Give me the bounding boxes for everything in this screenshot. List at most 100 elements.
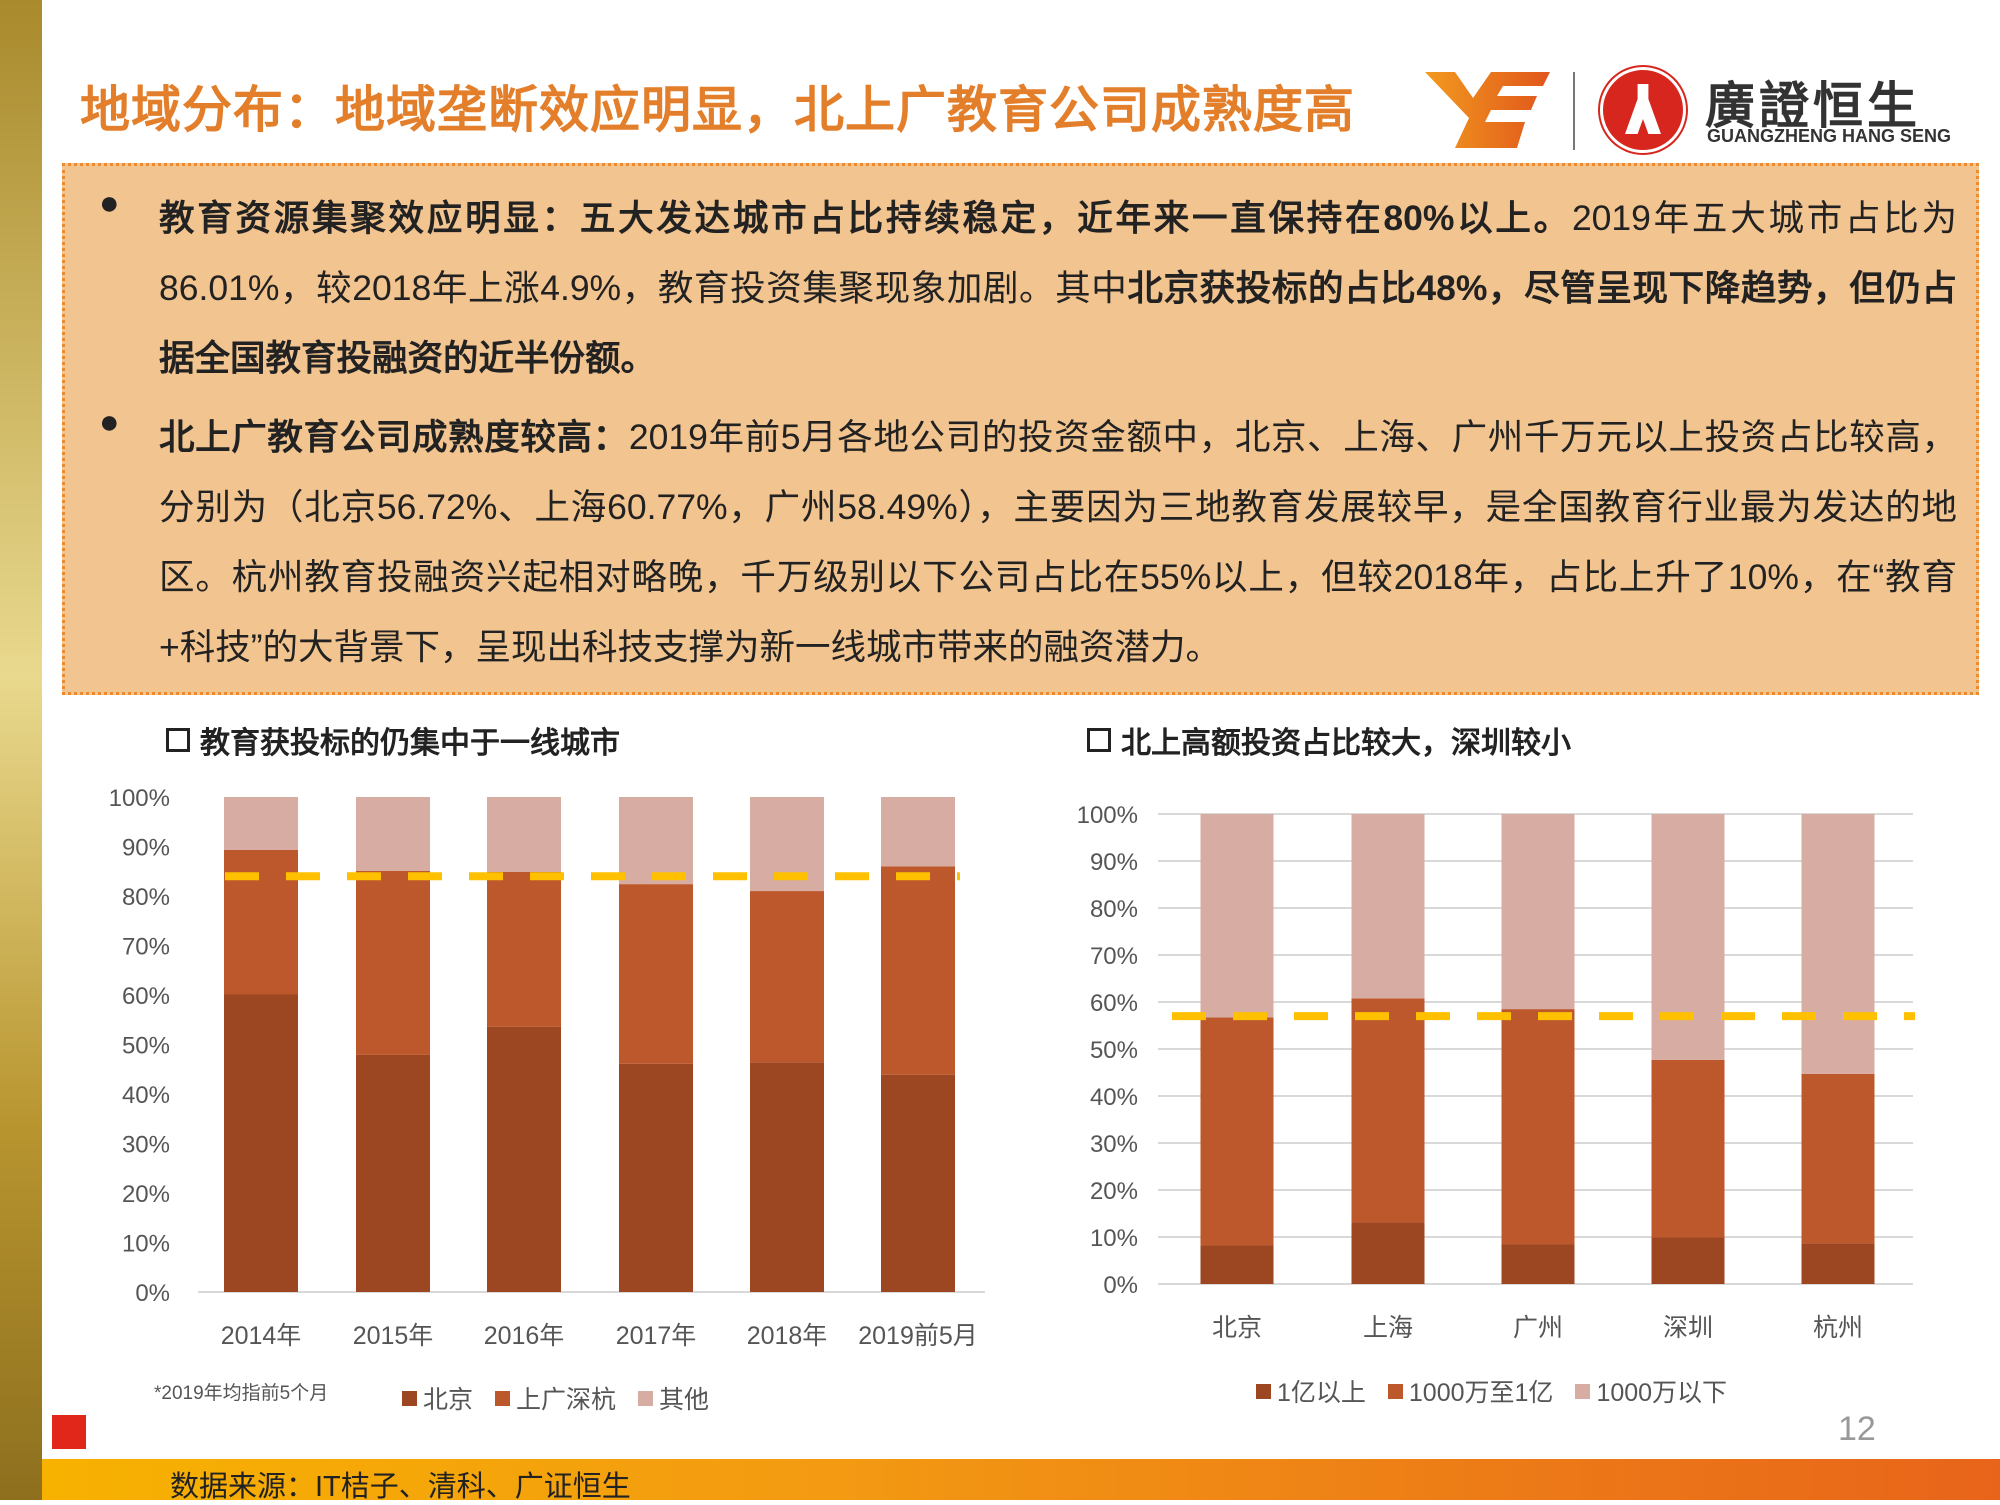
legend-swatch <box>638 1390 654 1406</box>
square-bullet-icon <box>166 728 190 752</box>
legend-item: 北京 <box>402 1380 473 1416</box>
x-tick-label: 上海 <box>1363 1314 1413 1342</box>
bar-segment-1亿以上 <box>1501 1244 1575 1284</box>
right-chart-title: 北上高额投资占比较大，深圳较小 <box>1087 718 1571 762</box>
bar-segment-1000万以下 <box>1801 814 1875 1074</box>
bar-segment-上广深杭 <box>356 870 430 1055</box>
bar-segment-1000万至1亿 <box>1501 1009 1575 1245</box>
bar-segment-1000万以下 <box>1651 814 1725 1060</box>
legend-item: 上广深杭 <box>495 1380 616 1416</box>
right-chart-title-text: 北上高额投资占比较大，深圳较小 <box>1121 727 1571 760</box>
legend-swatch <box>1256 1383 1271 1399</box>
legend-label: 1000万至1亿 <box>1408 1379 1554 1407</box>
bar-segment-1000万至1亿 <box>1801 1073 1875 1244</box>
bar-segment-北京 <box>619 1063 693 1292</box>
y-tick-label: 90% <box>122 835 170 862</box>
footer-bar <box>42 1459 2000 1500</box>
bar-segment-上广深杭 <box>750 891 824 1063</box>
y-tick-label: 30% <box>1090 1131 1138 1158</box>
y-tick-label: 40% <box>1090 1084 1138 1111</box>
y-tick-label: 100% <box>109 785 170 812</box>
brand-name-en: GUANGZHENG HANG SENG <box>1707 126 1952 146</box>
x-tick-label: 2016年 <box>484 1322 565 1350</box>
body-text: 2019年五大城市占比为86.01%，较2018年上涨4.9%，教育投资集聚现象… <box>159 198 1957 308</box>
bullet-icon: ● <box>99 184 120 222</box>
legend-item: 其他 <box>638 1380 709 1416</box>
summary-paragraph-1: 教育资源集聚效应明显：五大发达城市占比持续稳定，近年来一直保持在80%以上。20… <box>159 183 1957 393</box>
sidebar-decoration <box>0 0 42 1500</box>
bar-segment-1000万至1亿 <box>1200 1017 1274 1246</box>
y-tick-label: 0% <box>135 1280 170 1307</box>
legend-label: 1000万以下 <box>1596 1379 1728 1407</box>
y-tick-label: 40% <box>122 1082 170 1109</box>
ye-logo-icon <box>1425 72 1550 148</box>
bar-segment-上广深杭 <box>881 866 955 1075</box>
page-title: 地域分布：地域垄断效应明显，北上广教育公司成熟度高 <box>80 82 1355 138</box>
x-tick-label: 杭州 <box>1813 1314 1863 1342</box>
y-tick-label: 0% <box>1103 1272 1138 1299</box>
y-tick-label: 70% <box>1090 943 1138 970</box>
bar-segment-1亿以上 <box>1801 1243 1875 1284</box>
y-tick-label: 60% <box>1090 990 1138 1017</box>
legend-label: 1亿以上 <box>1277 1379 1366 1407</box>
y-tick-label: 100% <box>1077 802 1138 829</box>
x-tick-label: 广州 <box>1513 1314 1563 1342</box>
x-tick-label: 2015年 <box>353 1322 434 1350</box>
bar-segment-北京 <box>881 1074 955 1292</box>
y-tick-label: 50% <box>122 1033 170 1060</box>
y-tick-label: 80% <box>122 884 170 911</box>
y-tick-label: 90% <box>1090 849 1138 876</box>
y-tick-label: 10% <box>1090 1225 1138 1252</box>
y-tick-label: 20% <box>122 1181 170 1208</box>
bar-segment-1亿以上 <box>1651 1237 1725 1284</box>
legend-label: 其他 <box>659 1386 710 1414</box>
square-bullet-icon <box>1087 728 1111 752</box>
bar-segment-上广深杭 <box>487 871 561 1027</box>
body-text: 2019年前5月各地公司的投资金额中，北京、上海、广州千万元以上投资占比较高，分… <box>159 417 1957 667</box>
y-tick-label: 70% <box>122 934 170 961</box>
y-tick-label: 20% <box>1090 1178 1138 1205</box>
legend-item: 1亿以上 <box>1256 1373 1366 1409</box>
bar-segment-上广深杭 <box>619 884 693 1064</box>
bar-segment-1000万以下 <box>1200 814 1274 1018</box>
bar-segment-1亿以上 <box>1200 1245 1274 1284</box>
bar-segment-1亿以上 <box>1351 1222 1425 1284</box>
x-tick-label: 深圳 <box>1663 1314 1713 1342</box>
left-chart-legend: 北京 上广深杭 其他 <box>402 1380 709 1416</box>
y-tick-label: 80% <box>1090 896 1138 923</box>
bar-segment-1000万以下 <box>1501 814 1575 1010</box>
legend-swatch <box>402 1390 417 1406</box>
legend-item: 1000万至1亿 <box>1387 1373 1554 1409</box>
bar-segment-1000万以下 <box>1351 814 1425 999</box>
x-tick-label: 2014年 <box>221 1322 302 1350</box>
x-tick-label: 2019前5月 <box>858 1322 978 1350</box>
bar-segment-北京 <box>750 1062 824 1292</box>
highlight-text: 教育资源集聚效应明显：五大发达城市占比持续稳定，近年来一直保持在80%以上。 <box>159 198 1572 238</box>
bar-segment-1000万至1亿 <box>1651 1059 1725 1238</box>
highlight-text: 北京获投标的占比48%，尽管呈现下降趋势，但仍占据全国教育投融资的近半份额。 <box>159 268 1957 378</box>
left-chart-note: *2019年均指前5个月 <box>154 1383 329 1404</box>
page-number: 12 <box>1838 1410 1876 1448</box>
bar-segment-1000万至1亿 <box>1351 998 1425 1223</box>
legend-label: 北京 <box>423 1386 474 1414</box>
right-chart-legend: 1亿以上 1000万至1亿 1000万以下 <box>1256 1373 1727 1409</box>
bar-segment-北京 <box>356 1054 430 1292</box>
hang-seng-seal-icon <box>1600 67 1686 153</box>
legend-swatch <box>1575 1383 1591 1399</box>
bar-segment-北京 <box>224 994 298 1292</box>
highlight-text: 北上广教育公司成熟度较高： <box>159 417 629 457</box>
summary-paragraph-2: 北上广教育公司成熟度较高：2019年前5月各地公司的投资金额中，北京、上海、广州… <box>159 402 1957 682</box>
bar-segment-其他 <box>224 797 298 850</box>
y-tick-label: 60% <box>122 983 170 1010</box>
bar-segment-其他 <box>487 797 561 872</box>
y-tick-label: 10% <box>122 1231 170 1258</box>
brand-name-cn: 廣證恒生 <box>1705 78 1921 134</box>
left-chart-title-text: 教育获投标的仍集中于一线城市 <box>200 727 620 760</box>
legend-swatch <box>495 1390 511 1406</box>
bar-segment-其他 <box>356 797 430 871</box>
summary-box: ● 教育资源集聚效应明显：五大发达城市占比持续稳定，近年来一直保持在80%以上。… <box>62 163 1979 695</box>
bar-segment-北京 <box>487 1026 561 1292</box>
legend-swatch <box>1387 1383 1403 1399</box>
red-square-decoration <box>52 1415 86 1449</box>
